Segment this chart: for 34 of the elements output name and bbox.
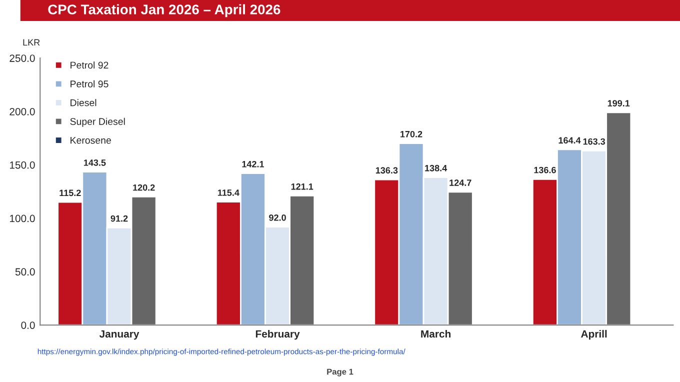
data-label: 120.2 (133, 184, 155, 191)
data-label: 163.3 (583, 138, 606, 145)
legend-label: Super Diesel (70, 118, 125, 127)
legend-label: Petrol 92 (70, 61, 108, 69)
data-label: 92.0 (269, 214, 286, 221)
data-label: 121.1 (291, 183, 314, 190)
y-tick-label: 0.0 (21, 322, 35, 329)
y-tick-label: 100.0 (10, 214, 35, 222)
data-label: 136.6 (534, 166, 556, 174)
y-axis-title: LKR (23, 39, 40, 46)
x-tick-label: March (421, 330, 450, 338)
legend-label: Diesel (70, 99, 96, 106)
data-label: 138.4 (425, 164, 448, 172)
data-label: 164.4 (558, 137, 581, 144)
data-label: 115.2 (60, 190, 81, 196)
legend-label: Kerosene (70, 136, 111, 144)
x-tick-label: January (99, 330, 140, 340)
data-label: 143.5 (84, 159, 106, 166)
data-label: 136.3 (376, 167, 398, 174)
data-label: 91.2 (110, 215, 128, 222)
x-tick-label: February (256, 330, 300, 340)
y-tick-label: 150.0 (10, 161, 35, 169)
y-tick-label: 50.0 (15, 268, 35, 276)
x-tick-label: Aprill (581, 330, 607, 340)
data-label: 199.1 (608, 100, 630, 106)
data-label: 124.7 (450, 180, 472, 186)
data-label: 170.2 (400, 130, 422, 138)
text: Page 1 (327, 368, 354, 376)
data-label: 115.4 (218, 190, 240, 196)
y-tick-label: 200.0 (10, 108, 35, 116)
legend-label: Petrol 95 (70, 80, 108, 88)
data-label: 142.1 (242, 160, 264, 168)
chart-title: CPC Taxation Jan 2026 – April 2026 (48, 4, 280, 18)
y-tick-label: 250.0 (10, 54, 35, 62)
